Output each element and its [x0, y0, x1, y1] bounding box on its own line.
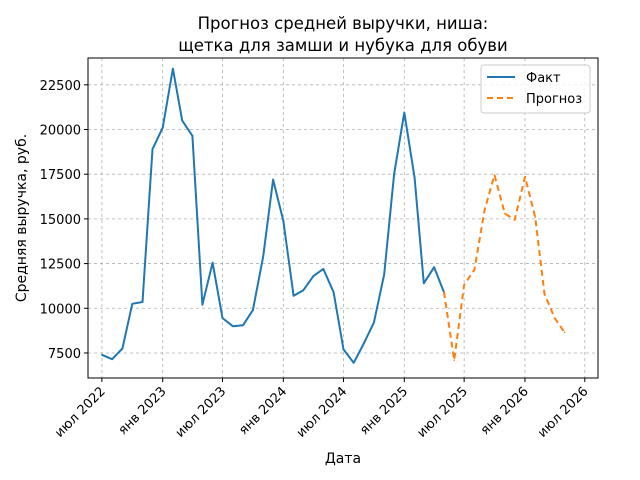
data-point-forecast — [524, 176, 526, 178]
legend: Факт Прогноз — [480, 64, 591, 114]
chart-title-line-1: Прогноз средней выручки, ниша: — [198, 14, 489, 33]
y-tick-label: 17500 — [40, 168, 81, 183]
data-point-fact — [141, 301, 144, 303]
data-point-fact — [413, 176, 416, 179]
legend-label-forecast: Прогноз — [526, 92, 582, 107]
grid-lines — [88, 58, 598, 378]
data-point-fact — [262, 255, 264, 258]
data-point-fact — [272, 178, 274, 181]
data-point-fact — [172, 67, 174, 70]
data-point-forecast — [513, 218, 516, 221]
data-point-fact — [211, 261, 214, 264]
data-point-fact — [403, 111, 406, 114]
data-point-fact — [352, 362, 355, 364]
y-axis-label: Средняя выручка, руб. — [14, 134, 30, 302]
y-tick-label: 7500 — [48, 347, 81, 362]
data-point-fact — [201, 303, 204, 306]
data-point-fact — [423, 282, 425, 285]
legend-label-fact: Факт — [526, 71, 561, 86]
data-point-fact — [231, 325, 234, 327]
data-point-fact — [332, 291, 335, 293]
series-lines — [101, 67, 566, 364]
data-point-fact — [191, 134, 194, 137]
data-point-forecast — [443, 291, 445, 293]
data-point-fact — [433, 266, 435, 268]
data-point-fact — [393, 173, 395, 176]
data-point-fact — [322, 268, 325, 270]
data-point-fact — [383, 273, 385, 276]
data-point-fact — [221, 317, 224, 319]
data-point-fact — [373, 321, 375, 324]
y-tick-label: 12500 — [40, 258, 81, 273]
data-point-forecast — [503, 212, 506, 215]
y-tick-label: 15000 — [40, 213, 81, 228]
data-point-fact — [292, 294, 295, 297]
chart-title-line-2: щетка для замши и нубука для обуви — [178, 36, 508, 55]
data-point-forecast — [483, 209, 486, 211]
data-point-fact — [252, 309, 254, 311]
y-axis-ticks: 7500 10000 12500 15000 17500 20000 22500 — [40, 79, 88, 362]
data-point-forecast — [553, 317, 556, 319]
data-point-fact — [363, 342, 365, 344]
data-point-fact — [111, 358, 113, 361]
data-point-fact — [121, 347, 124, 350]
data-point-fact — [302, 289, 304, 292]
data-point-fact — [242, 324, 244, 327]
y-tick-label: 22500 — [40, 79, 81, 94]
data-point-forecast — [453, 359, 456, 361]
data-point-fact — [282, 219, 285, 222]
data-point-forecast — [563, 331, 566, 334]
data-point-fact — [161, 126, 164, 129]
data-point-fact — [101, 353, 103, 356]
data-point-fact — [131, 303, 134, 305]
data-point-fact — [151, 148, 154, 150]
y-tick-label: 10000 — [40, 302, 81, 317]
x-axis-label: Дата — [325, 451, 361, 467]
data-point-forecast — [493, 174, 496, 176]
data-point-forecast — [463, 284, 465, 286]
data-point-forecast — [473, 269, 476, 271]
data-point-forecast — [534, 216, 537, 218]
data-point-forecast — [543, 293, 546, 295]
data-point-fact — [181, 119, 183, 122]
y-tick-label: 20000 — [40, 124, 81, 139]
data-point-fact — [342, 348, 345, 351]
data-point-fact — [312, 275, 315, 277]
